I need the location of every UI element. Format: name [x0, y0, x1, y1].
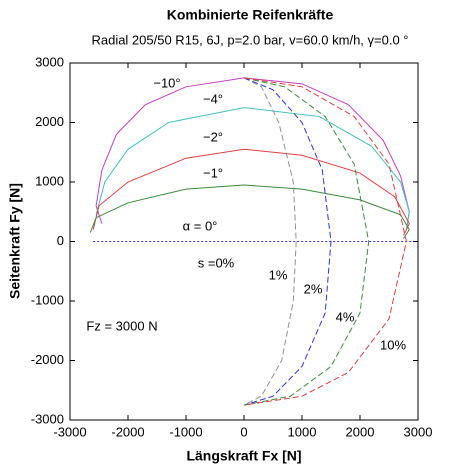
y-axis-label: Seitenkraft Fy [N] [7, 183, 23, 299]
x-tick-label: 3000 [404, 424, 433, 439]
y-tick-label: -3000 [31, 411, 64, 426]
series-line [243, 77, 332, 406]
series-line [243, 77, 370, 406]
y-tick-label: 0 [57, 233, 64, 248]
y-tick-label: 1000 [35, 173, 64, 188]
series-label: 1% [269, 267, 288, 282]
annotation: s =0% [198, 255, 235, 270]
y-tick-label: -1000 [31, 292, 64, 307]
series-label: 2% [304, 281, 323, 296]
annotation: Fz = 3000 N [86, 318, 157, 333]
x-tick-label: 1000 [288, 424, 317, 439]
series-label: α = 0° [183, 218, 218, 233]
chart-subtitle: Radial 205/50 R15, 6J, p=2.0 bar, v=60.0… [91, 32, 408, 47]
series-label: −1° [203, 165, 223, 180]
x-tick-label: -1000 [169, 424, 202, 439]
series-label: 4% [336, 309, 355, 324]
series-line [95, 107, 410, 230]
series-line [92, 148, 410, 236]
y-tick-label: 2000 [35, 114, 64, 129]
series-line [243, 77, 407, 406]
x-axis-label: Längskraft Fx [N] [186, 448, 301, 464]
x-tick-label: 2000 [346, 424, 375, 439]
x-tick-label: -2000 [111, 424, 144, 439]
chart-title: Kombinierte Reifenkräfte [167, 7, 334, 23]
series-line [89, 184, 410, 239]
series-label: 10% [380, 337, 406, 352]
series-label: −2° [203, 129, 223, 144]
y-tick-label: 3000 [35, 54, 64, 69]
x-tick-label: -3000 [53, 424, 86, 439]
series-label: −10° [153, 75, 180, 90]
y-tick-label: -2000 [31, 352, 64, 367]
x-tick-label: 0 [240, 424, 247, 439]
series-line [243, 77, 297, 406]
series-label: −4° [203, 91, 223, 106]
